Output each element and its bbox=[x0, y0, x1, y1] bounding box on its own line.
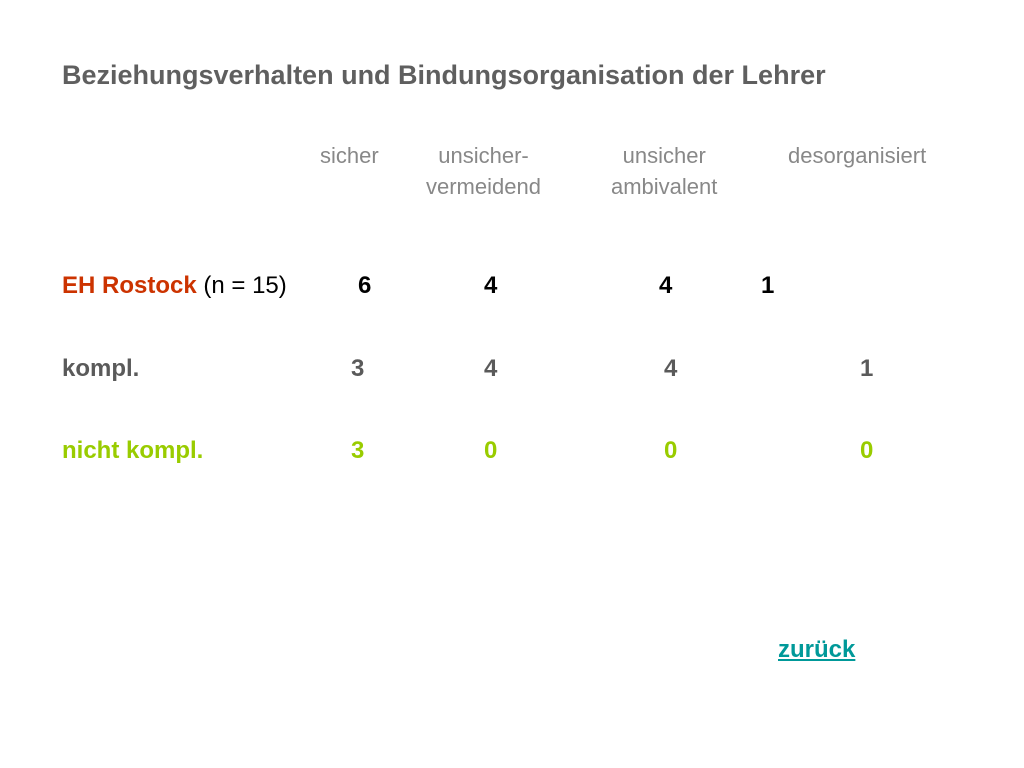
cell-value: 0 bbox=[860, 437, 874, 464]
row-label-kompl: kompl. bbox=[62, 355, 140, 382]
slide-title: Beziehungsverhalten und Bindungsorganisa… bbox=[62, 60, 826, 90]
cell-value: 4 bbox=[664, 355, 678, 382]
row-label-nicht-kompl: nicht kompl. bbox=[62, 437, 204, 464]
cell-value: 6 bbox=[358, 272, 372, 299]
cell-value: 4 bbox=[659, 272, 673, 299]
cell-value: 0 bbox=[664, 437, 678, 464]
cell-value: 1 bbox=[761, 272, 775, 299]
cell-value: 4 bbox=[484, 272, 498, 299]
column-header-unsicher-ambivalent: unsicher ambivalent bbox=[611, 143, 718, 199]
column-header-sicher: sicher bbox=[320, 143, 379, 168]
column-header-desorganisiert: desorganisiert bbox=[788, 143, 927, 168]
column-header-unsicher-vermeidend: unsicher-vermeidend bbox=[426, 143, 541, 199]
row-label-eh-rostock: EH Rostock (n = 15) bbox=[62, 272, 287, 299]
cell-value: 4 bbox=[484, 355, 498, 382]
cell-value: 0 bbox=[484, 437, 498, 464]
cell-value: 3 bbox=[351, 355, 365, 382]
cell-value: 3 bbox=[351, 437, 365, 464]
back-link[interactable]: zurück bbox=[778, 636, 856, 663]
cell-value: 1 bbox=[860, 355, 874, 382]
